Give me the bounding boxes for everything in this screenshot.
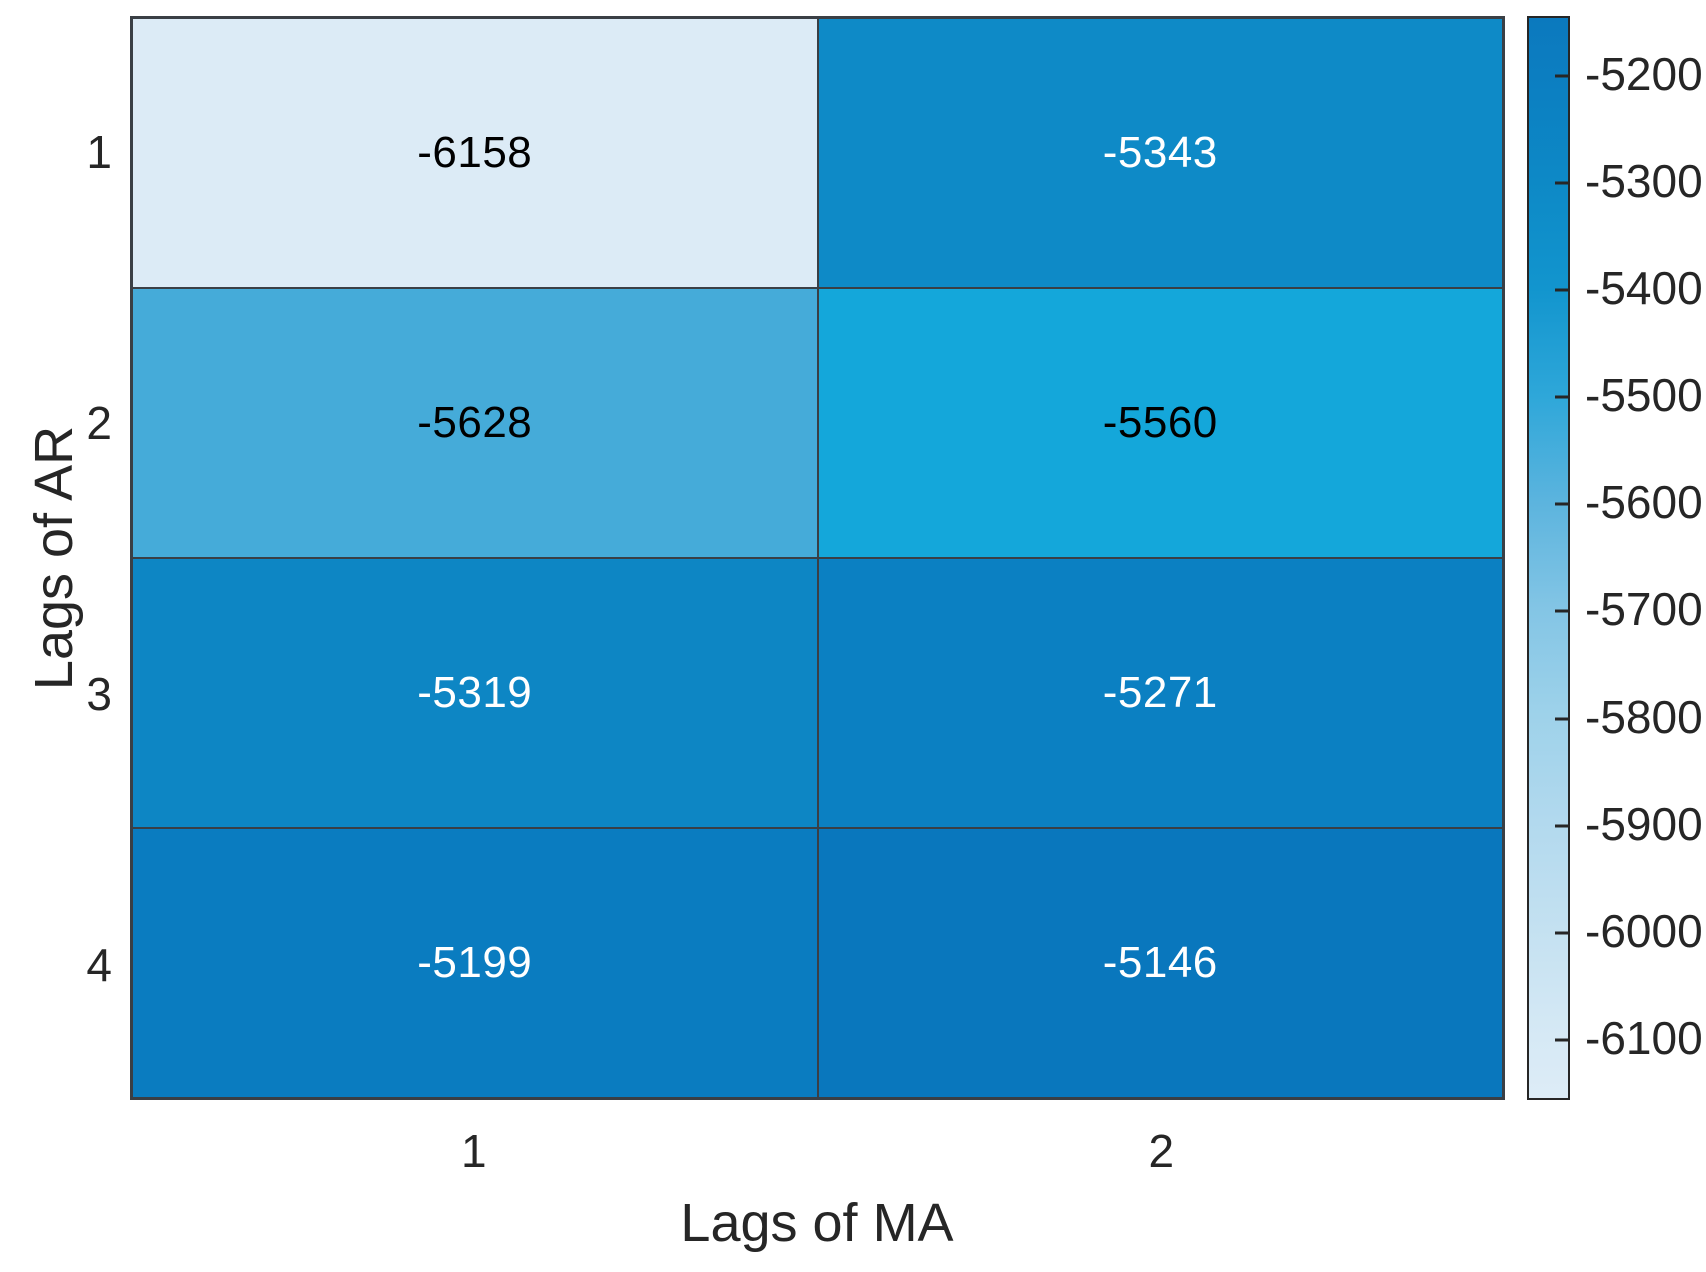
colorbar-tick-label: -5800 [1585, 690, 1703, 743]
heatmap-cell: -5146 [818, 829, 1502, 1097]
colorbar-tick-label: -5900 [1585, 797, 1703, 850]
colorbar-tick [1555, 717, 1568, 721]
colorbar-tick [1555, 288, 1568, 292]
colorbar-tick [1555, 502, 1568, 506]
heatmap-cell: -5271 [818, 559, 1502, 827]
colorbar-tick [1555, 824, 1568, 828]
y-tick-label: 1 [86, 125, 112, 178]
colorbar-tick-label: -5300 [1585, 154, 1703, 207]
colorbar-tick [1555, 74, 1568, 78]
y-axis-label: Lags of AR [24, 425, 84, 691]
colorbar-tick [1555, 1038, 1568, 1042]
colorbar-tick-label: -5500 [1585, 369, 1703, 422]
colorbar-tick [1555, 931, 1568, 935]
x-axis-label: Lags of MA [680, 1193, 954, 1253]
colorbar-tick-label: -6100 [1585, 1011, 1703, 1064]
heatmap-plot-area: -6158 -5343 -5628 -5560 -5319 -5271 -5199 -5146 [130, 16, 1505, 1100]
heatmap-cell: -5343 [818, 19, 1502, 287]
colorbar [1527, 16, 1570, 1100]
colorbar-tick-label: -6000 [1585, 904, 1703, 957]
x-tick-label: 2 [1148, 1125, 1175, 1177]
colorbar-tick-label: -5400 [1585, 262, 1703, 315]
heatmap-cell: -5560 [818, 289, 1502, 557]
heatmap-cell: -5319 [133, 559, 817, 827]
y-tick-label: 2 [86, 396, 112, 449]
colorbar-tick [1555, 395, 1568, 399]
heatmap-cell: -5199 [133, 829, 817, 1097]
colorbar-tick [1555, 181, 1568, 185]
heatmap-cell: -6158 [133, 19, 817, 287]
heatmap-cell: -5628 [133, 289, 817, 557]
y-tick-label: 4 [86, 938, 112, 991]
colorbar-tick-label: -5200 [1585, 47, 1703, 100]
x-tick-label: 1 [460, 1125, 487, 1177]
colorbar-tick-label: -5600 [1585, 476, 1703, 529]
y-tick-label: 3 [86, 667, 112, 720]
colorbar-tick [1555, 609, 1568, 613]
colorbar-tick-label: -5700 [1585, 583, 1703, 636]
